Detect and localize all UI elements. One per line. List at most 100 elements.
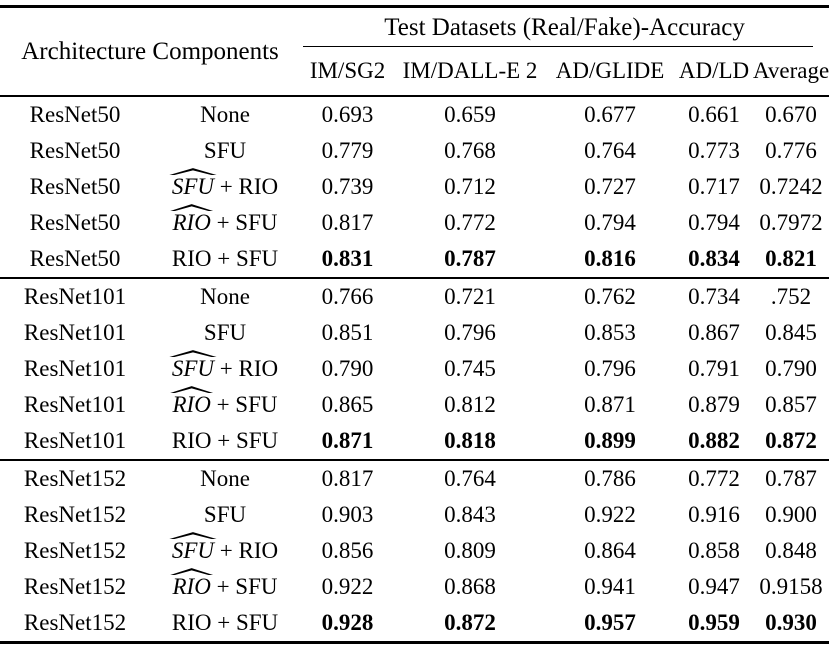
value-cell: 0.882 bbox=[688, 428, 740, 453]
value-cell: 0.922 bbox=[584, 502, 636, 527]
value-cell: 0.670 bbox=[765, 102, 817, 127]
architecture-cell: ResNet50 bbox=[29, 102, 121, 127]
value-cell: 0.879 bbox=[688, 392, 740, 417]
value-cell: 0.790 bbox=[321, 356, 374, 381]
table-row: ResNet50 SFU + RIO 0.739 0.712 0.727 0.717 0.7… bbox=[0, 169, 829, 205]
value-cell: 0.7972 bbox=[759, 210, 823, 235]
value-cell: 0.764 bbox=[444, 466, 496, 491]
component-cell: RIO + SFU bbox=[150, 423, 300, 460]
table-row: ResNet101 RIO + SFU 0.865 0.812 0.871 0.879 0.… bbox=[0, 387, 829, 423]
value-cell: 0.786 bbox=[584, 466, 636, 491]
value-cell: 0.779 bbox=[321, 138, 374, 163]
component-cell: SFU + RIO bbox=[150, 533, 300, 569]
group-resnet152: ResNet152 None 0.817 0.764 0.786 0.772 0.787 Re… bbox=[0, 460, 829, 643]
widehat-term: SFU bbox=[171, 538, 215, 563]
architecture-cell: ResNet101 bbox=[23, 320, 127, 345]
component-cell: SFU + RIO bbox=[150, 351, 300, 387]
component-text: SFU bbox=[203, 502, 247, 527]
value-cell: 0.809 bbox=[444, 538, 496, 563]
table-row: ResNet50 SFU 0.779 0.768 0.764 0.773 0.776 bbox=[0, 133, 829, 169]
value-cell: 0.812 bbox=[444, 392, 496, 417]
value-cell: 0.7242 bbox=[759, 174, 823, 199]
value-cell: 0.745 bbox=[444, 356, 496, 381]
architecture-components-header: Architecture Components bbox=[21, 37, 279, 65]
value-cell: 0.817 bbox=[321, 466, 374, 491]
value-cell: 0.871 bbox=[584, 392, 636, 417]
component-cell: None bbox=[150, 278, 300, 315]
col-header-im-dall-e-2: IM/DALL-E 2 bbox=[402, 58, 538, 83]
component-cell: RIO + SFU bbox=[150, 241, 300, 278]
widehat-term: RIO bbox=[172, 392, 211, 417]
component-text: + SFU bbox=[210, 392, 278, 417]
value-cell: 0.857 bbox=[765, 392, 817, 417]
value-cell: 0.864 bbox=[584, 538, 636, 563]
table-row: ResNet101 SFU 0.851 0.796 0.853 0.867 0.845 bbox=[0, 315, 829, 351]
value-cell: 0.871 bbox=[321, 428, 374, 453]
component-text: RIO + SFU bbox=[171, 428, 279, 453]
component-text: None bbox=[200, 466, 250, 491]
widehat-term: SFU bbox=[171, 174, 215, 199]
value-cell: 0.661 bbox=[688, 102, 740, 127]
test-datasets-header: Test Datasets (Real/Fake)-Accuracy bbox=[300, 7, 829, 48]
component-text: + SFU bbox=[210, 574, 278, 599]
value-cell: 0.791 bbox=[688, 356, 740, 381]
architecture-cell: ResNet152 bbox=[23, 466, 127, 491]
value-cell: 0.868 bbox=[444, 574, 496, 599]
value-cell: 0.856 bbox=[321, 538, 374, 563]
value-cell: 0.9158 bbox=[759, 574, 823, 599]
architecture-cell: ResNet101 bbox=[23, 392, 127, 417]
value-cell: 0.762 bbox=[584, 284, 636, 309]
value-cell: 0.766 bbox=[321, 284, 374, 309]
architecture-cell: ResNet50 bbox=[29, 138, 121, 163]
value-cell: 0.787 bbox=[444, 246, 496, 271]
value-cell: 0.764 bbox=[584, 138, 636, 163]
value-cell: 0.796 bbox=[584, 356, 636, 381]
architecture-cell: ResNet101 bbox=[23, 428, 127, 453]
component-cell: None bbox=[150, 96, 300, 133]
value-cell: 0.677 bbox=[584, 102, 636, 127]
widehat-term: RIO bbox=[172, 210, 211, 235]
value-cell: 0.773 bbox=[688, 138, 740, 163]
table-row: ResNet101 SFU + RIO 0.790 0.745 0.796 0.791 0.… bbox=[0, 351, 829, 387]
value-cell: 0.727 bbox=[584, 174, 636, 199]
value-cell: 0.959 bbox=[688, 610, 740, 635]
value-cell: 0.930 bbox=[765, 610, 817, 635]
architecture-cell: ResNet152 bbox=[23, 502, 127, 527]
component-cell: RIO + SFU bbox=[150, 387, 300, 423]
component-text: None bbox=[200, 102, 250, 127]
header-row-top: Architecture Components Test Datasets (R… bbox=[0, 7, 829, 65]
component-text: RIO + SFU bbox=[171, 246, 279, 271]
value-cell: 0.843 bbox=[444, 502, 496, 527]
value-cell: 0.818 bbox=[444, 428, 496, 453]
table-row: ResNet152 RIO + SFU 0.928 0.872 0.957 0.959 0.… bbox=[0, 605, 829, 643]
value-cell: 0.816 bbox=[584, 246, 636, 271]
architecture-cell: ResNet152 bbox=[23, 574, 127, 599]
value-cell: .752 bbox=[770, 284, 812, 309]
value-cell: 0.831 bbox=[321, 246, 374, 271]
table-row: ResNet101 None 0.766 0.721 0.762 0.734 .752 bbox=[0, 278, 829, 315]
value-cell: 0.772 bbox=[444, 210, 496, 235]
group-resnet101: ResNet101 None 0.766 0.721 0.762 0.734.752 Res… bbox=[0, 278, 829, 460]
component-text: SFU bbox=[203, 138, 247, 163]
value-cell: 0.772 bbox=[688, 466, 740, 491]
architecture-cell: ResNet50 bbox=[29, 174, 121, 199]
component-cell: RIO + SFU bbox=[150, 569, 300, 605]
value-cell: 0.790 bbox=[765, 356, 817, 381]
value-cell: 0.903 bbox=[321, 502, 374, 527]
table-row: ResNet50 None 0.693 0.659 0.677 0.661 0.670 bbox=[0, 96, 829, 133]
component-text: None bbox=[200, 284, 250, 309]
value-cell: 0.659 bbox=[444, 102, 496, 127]
col-header-average: Average bbox=[753, 58, 829, 83]
value-cell: 0.712 bbox=[444, 174, 496, 199]
table-row: ResNet152 SFU 0.903 0.843 0.922 0.916 0.900 bbox=[0, 497, 829, 533]
value-cell: 0.721 bbox=[444, 284, 496, 309]
component-text: + RIO bbox=[214, 356, 279, 381]
table-row: ResNet152 RIO + SFU 0.922 0.868 0.941 0.947 0.… bbox=[0, 569, 829, 605]
value-cell: 0.872 bbox=[765, 428, 817, 453]
table-row: ResNet152 None 0.817 0.764 0.786 0.772 0.787 bbox=[0, 460, 829, 497]
results-table: Architecture Components Test Datasets (R… bbox=[0, 5, 829, 644]
value-cell: 0.941 bbox=[584, 574, 636, 599]
architecture-cell: ResNet152 bbox=[23, 610, 127, 635]
component-text: RIO + SFU bbox=[171, 610, 279, 635]
value-cell: 0.867 bbox=[688, 320, 740, 345]
